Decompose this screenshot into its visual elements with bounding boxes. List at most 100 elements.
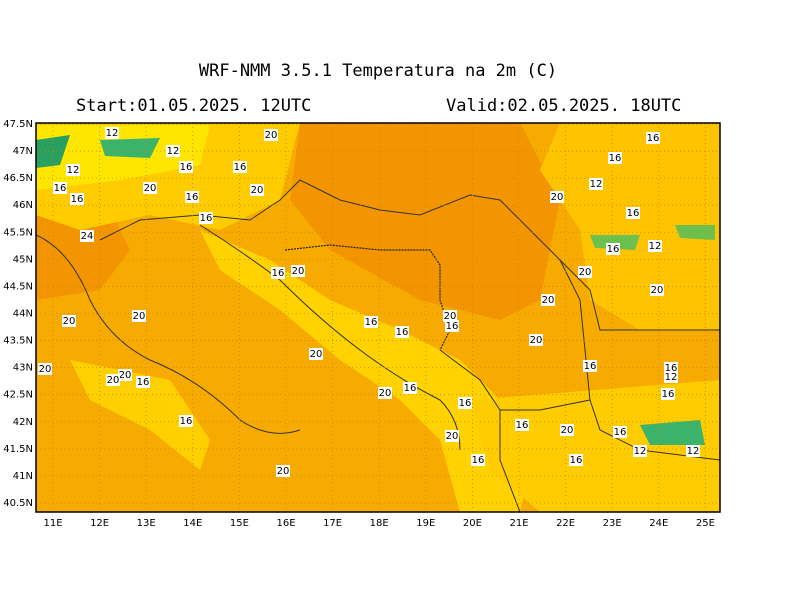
contour-label: 16: [665, 363, 678, 374]
contour-label-box: [106, 374, 120, 386]
contour-label: 16: [570, 455, 583, 466]
lon-label: 11E: [43, 518, 62, 529]
coastline: [199, 224, 461, 451]
contour-label-box: [578, 266, 592, 278]
contour-label-box: [132, 310, 146, 322]
contour-label-box: [560, 424, 574, 436]
contour-label: 20: [379, 388, 392, 399]
contour-label: 20: [107, 375, 120, 386]
contour-label-box: [541, 294, 555, 306]
contour-label: 20: [265, 130, 278, 141]
axis-labels: 47.5N 47N 46.5N 46N 45.5N 45N 44.5N 44N 43.5N 43N…: [3, 119, 715, 529]
contour-label-box: [105, 127, 119, 139]
contour-label: 16: [614, 427, 627, 438]
contour-label: 16: [272, 268, 285, 279]
contour-label: 20: [446, 431, 459, 442]
contour-label-box: [271, 267, 285, 279]
contour-label-box: [650, 284, 664, 296]
contour-label-box: [515, 419, 529, 431]
contour-label: 12: [106, 128, 119, 139]
lat-label: 41N: [13, 471, 33, 482]
contour-label-box: [529, 334, 543, 346]
lat-label: 43.5N: [3, 336, 33, 347]
contour-label: 20: [144, 183, 157, 194]
lon-label: 24E: [649, 518, 668, 529]
contour-label: 16: [607, 244, 620, 255]
contour-label-box: [445, 430, 459, 442]
coastline: [36, 234, 301, 434]
contour-label-box: [309, 348, 323, 360]
contour-label-box: [185, 191, 199, 203]
contour-label: 16: [180, 162, 193, 173]
contour-label-box: [166, 145, 180, 157]
contour-label: 20: [133, 311, 146, 322]
contour-label-box: [458, 397, 472, 409]
lat-label: 46N: [13, 200, 33, 211]
contour-label: 12: [649, 241, 662, 252]
contour-label: 16: [365, 317, 378, 328]
contour-label-box: [143, 182, 157, 194]
lat-label: 44N: [13, 308, 33, 319]
contour-label: 16: [472, 455, 485, 466]
border: [499, 410, 521, 512]
cool-area: [540, 123, 720, 330]
title: WRF-NMM 3.5.1 Temperatura na 2m (C): [199, 61, 557, 81]
contour-label: 16: [662, 389, 675, 400]
lon-label: 23E: [603, 518, 622, 529]
lat-label: 46.5N: [3, 173, 33, 184]
lat-label: 42N: [13, 417, 33, 428]
contour-label: 24: [81, 231, 94, 242]
start-time: Start:01.05.2025. 12UTC: [76, 96, 311, 116]
lat-label: 44.5N: [3, 281, 33, 292]
cool-area: [70, 360, 210, 470]
contour-label-box: [291, 265, 305, 277]
contour-label-box: [661, 388, 675, 400]
contour-label: 16: [446, 321, 459, 332]
contour-label-box: [569, 454, 583, 466]
contour-label: 16: [71, 194, 84, 205]
cold-area: [675, 225, 715, 240]
warm-area: [290, 123, 560, 320]
contour-label-box: [70, 193, 84, 205]
contour-label-box: [233, 161, 247, 173]
contour-label-box: [613, 426, 627, 438]
contour-label: 16: [404, 383, 417, 394]
contour-label-box: [633, 445, 647, 457]
contour-label: 16: [396, 327, 409, 338]
lat-label: 45N: [13, 254, 33, 265]
contour-label: 12: [687, 446, 700, 457]
contour-label: 20: [551, 192, 564, 203]
contour-label: 20: [579, 267, 592, 278]
contour-label-box: [589, 178, 603, 190]
contour-label: 20: [292, 266, 305, 277]
contour-label-box: [395, 326, 409, 338]
contour-label-box: [53, 182, 67, 194]
contour-label: 16: [647, 133, 660, 144]
contour-label: 16: [54, 183, 67, 194]
contour-label-box: [606, 243, 620, 255]
contour-label: 20: [119, 370, 132, 381]
contour-label-box: [118, 369, 132, 381]
map-frame: [35, 122, 721, 513]
contour-label-box: [686, 445, 700, 457]
contour-label-box: [38, 363, 52, 375]
contour-label-box: [62, 315, 76, 327]
lon-label: 18E: [370, 518, 389, 529]
contour-label-box: [648, 240, 662, 252]
contour-label-box: [264, 129, 278, 141]
contour-label-box: [179, 161, 193, 173]
cold-area: [640, 420, 705, 445]
contour-label: 20: [63, 316, 76, 327]
contour-label: 16: [137, 377, 150, 388]
contour-label-box: [250, 184, 264, 196]
contour-label: 20: [310, 349, 323, 360]
lat-label: 47N: [13, 146, 33, 157]
contour-label-box: [445, 320, 459, 332]
contour-label: 20: [530, 335, 543, 346]
contour-label: 16: [516, 420, 529, 431]
contour-label-box: [664, 371, 678, 383]
contour-label: 16: [186, 192, 199, 203]
contour-label-box: [199, 212, 213, 224]
